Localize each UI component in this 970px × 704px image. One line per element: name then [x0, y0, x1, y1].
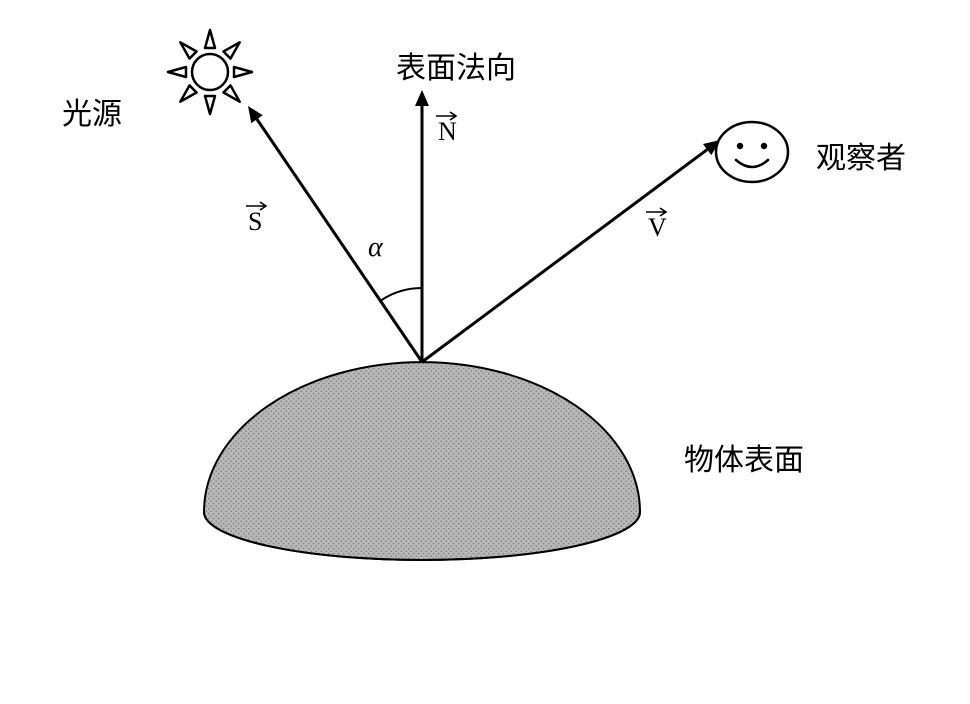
- vector-n-head: [415, 90, 429, 106]
- svg-text:S: S: [248, 207, 262, 236]
- vector-s: [257, 119, 422, 362]
- vector-v-label: V: [646, 208, 667, 242]
- sun-icon: [168, 30, 252, 114]
- vector-s-label: S: [246, 202, 266, 236]
- angle-arc: [380, 288, 422, 301]
- label-light-source: 光源: [62, 98, 122, 131]
- label-surface-normal: 表面法向: [396, 52, 516, 85]
- svg-text:V: V: [648, 213, 667, 242]
- observer-face-icon: [716, 122, 788, 182]
- label-object-surface: 物体表面: [684, 444, 804, 477]
- vector-s-head: [248, 106, 263, 123]
- svg-text:N: N: [438, 117, 457, 146]
- angle-alpha-label: α: [368, 232, 384, 263]
- vector-n-label: N: [436, 112, 457, 146]
- hemisphere-surface: [204, 362, 640, 560]
- vector-v: [422, 150, 707, 362]
- label-observer: 观察者: [816, 142, 906, 175]
